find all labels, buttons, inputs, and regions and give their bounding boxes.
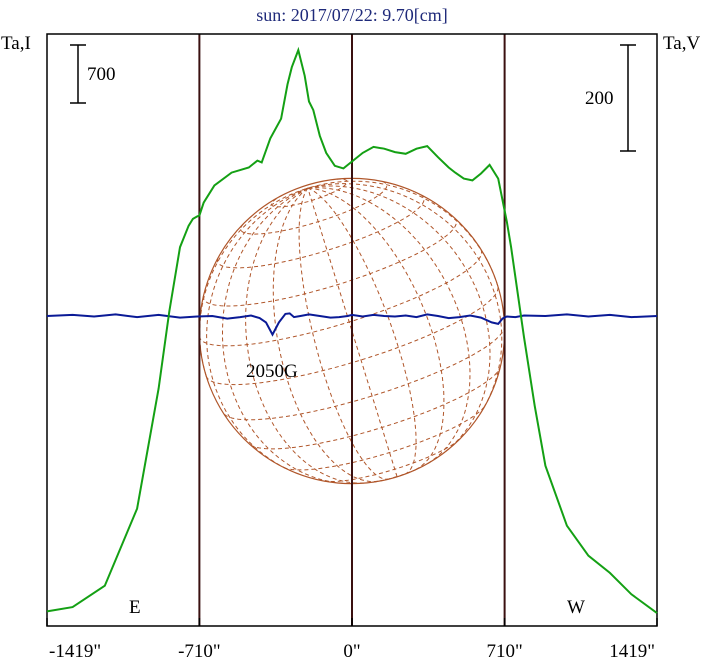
left-axis-label: Ta,I <box>1 33 31 54</box>
right-scale-bar: 200 <box>585 44 636 152</box>
parallel-line <box>240 180 388 235</box>
parallel-line <box>372 467 421 483</box>
chart-title: sun: 2017/07/22: 9.70[cm] <box>256 5 448 25</box>
meridian-line <box>307 187 445 471</box>
left-scale-bar: 700 <box>70 44 116 104</box>
west-limb-label: W <box>567 597 585 618</box>
parallel-line <box>223 327 505 421</box>
x-axis-ticks: -1419" -710" 0" 710" 1419" <box>46 618 658 662</box>
meridian-line <box>222 187 343 484</box>
parallel-line <box>323 438 461 482</box>
intensity-line <box>46 46 658 614</box>
parallel-line <box>283 404 486 471</box>
meridian-line <box>307 180 499 287</box>
solar-disk-grid <box>198 177 506 485</box>
meridian-line <box>307 187 417 475</box>
x-tick-label: -1419" <box>49 641 101 662</box>
meridian-line <box>307 183 503 420</box>
meridian-line <box>245 187 365 484</box>
parallel-line <box>250 367 501 450</box>
parallel-line <box>271 178 348 208</box>
peak-annotation: 2050G <box>246 361 298 382</box>
parallel-line <box>199 248 483 347</box>
meridian-lines <box>199 180 503 484</box>
x-tick-label: 710" <box>486 641 522 662</box>
x-tick-label: 1419" <box>609 641 655 662</box>
meridian-line <box>206 187 308 475</box>
meridian-line <box>307 187 471 464</box>
parallel-line <box>202 217 457 307</box>
right-scale-bar-label: 200 <box>585 88 614 109</box>
meridian-line <box>298 187 390 480</box>
polarization-line <box>46 312 658 337</box>
x-tick-label: -710" <box>178 641 221 662</box>
x-tick-label: 0" <box>343 641 360 662</box>
parallel-line <box>216 194 425 269</box>
meridian-line <box>307 185 491 452</box>
parallel-lines <box>199 178 505 483</box>
left-scale-bar-label: 700 <box>87 64 116 85</box>
east-limb-label: E <box>129 597 141 618</box>
right-axis-label: Ta,V <box>663 33 700 54</box>
meridian-line <box>272 187 378 483</box>
